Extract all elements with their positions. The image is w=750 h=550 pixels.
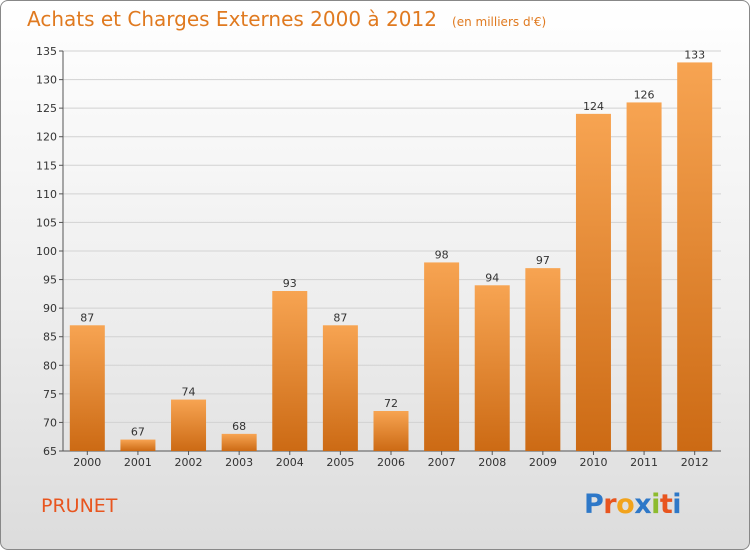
x-tick-label-2008: 2008 — [478, 456, 506, 469]
bar-2007 — [424, 262, 460, 451]
bar-2008 — [474, 285, 510, 451]
y-tick-label: 95 — [43, 274, 57, 287]
y-tick-label: 125 — [36, 102, 57, 115]
place-name: PRUNET — [41, 495, 118, 517]
bar-2011 — [626, 102, 662, 451]
value-label-2008: 94 — [485, 271, 499, 284]
x-tick-label-2000: 2000 — [73, 456, 101, 469]
x-tick-label-2011: 2011 — [630, 456, 658, 469]
bar-2006 — [373, 411, 409, 451]
bar-2004 — [272, 291, 308, 451]
bars — [69, 62, 713, 452]
y-tick-label: 80 — [43, 359, 57, 372]
x-tick-label-2007: 2007 — [428, 456, 456, 469]
bar-2002 — [171, 399, 207, 451]
grid-lines — [63, 50, 721, 452]
value-label-2005: 87 — [333, 311, 347, 324]
value-label-2000: 87 — [80, 311, 94, 324]
y-tick-label: 90 — [43, 302, 57, 315]
proxiti-logo[interactable]: Proxiti — [584, 489, 682, 520]
y-tick-label: 120 — [36, 131, 57, 144]
value-label-2012: 133 — [684, 48, 705, 61]
bar-2005 — [322, 325, 358, 451]
y-tick-label: 105 — [36, 216, 57, 229]
logo-letter: r — [603, 489, 617, 520]
bar-2010 — [575, 113, 611, 451]
y-tick-label: 75 — [43, 388, 57, 401]
logo-letter: i — [672, 489, 682, 520]
y-tick-label: 65 — [43, 445, 57, 458]
logo-letter: x — [634, 489, 652, 520]
y-tick-label: 110 — [36, 188, 57, 201]
y-tick-label: 85 — [43, 331, 57, 344]
bar-2009 — [525, 268, 561, 451]
chart-title: Achats et Charges Externes 2000 à 2012 — [27, 7, 437, 31]
logo-letter: P — [584, 489, 604, 520]
bar-2000 — [69, 325, 105, 451]
x-tick-label-2003: 2003 — [225, 456, 253, 469]
logo-letter: i — [651, 489, 660, 520]
bar-2012 — [677, 62, 713, 452]
value-label-2007: 98 — [435, 248, 449, 261]
value-label-2002: 74 — [182, 386, 196, 399]
value-label-2009: 97 — [536, 254, 550, 267]
x-tick-label-2001: 2001 — [124, 456, 152, 469]
logo-letter: t — [659, 489, 673, 520]
value-label-2003: 68 — [232, 420, 246, 433]
x-tick-label-2012: 2012 — [681, 456, 709, 469]
y-axis: 65 70 75 80 85 90 95 100 105 110 115 120 125 130 135 — [36, 45, 64, 458]
bar-2003 — [221, 433, 257, 451]
y-tick-label: 135 — [36, 45, 57, 58]
value-label-2011: 126 — [634, 88, 655, 101]
logo-letter: o — [616, 489, 635, 520]
bar-2001 — [120, 439, 156, 451]
value-label-2006: 72 — [384, 397, 398, 410]
x-tick-label-2006: 2006 — [377, 456, 405, 469]
chart-subtitle: (en milliers d'€) — [452, 15, 547, 29]
y-tick-label: 130 — [36, 74, 57, 87]
x-tick-label-2010: 2010 — [579, 456, 607, 469]
x-tick-label-2009: 2009 — [529, 456, 557, 469]
value-labels: 87 67 74 68 93 87 72 98 94 97 124 126 133 — [80, 48, 705, 438]
x-axis: 2000 2001 2002 2003 2004 2005 2006 2007 2008 2009… — [63, 450, 721, 469]
y-tick-label: 115 — [36, 159, 57, 172]
value-label-2004: 93 — [283, 277, 297, 290]
x-tick-label-2005: 2005 — [326, 456, 354, 469]
y-tick-label: 100 — [36, 245, 57, 258]
value-label-2001: 67 — [131, 426, 145, 439]
value-label-2010: 124 — [583, 100, 604, 113]
x-tick-label-2004: 2004 — [276, 456, 304, 469]
x-tick-label-2002: 2002 — [175, 456, 203, 469]
title-block: Achats et Charges Externes 2000 à 2012 (… — [27, 7, 546, 31]
y-tick-label: 70 — [43, 416, 57, 429]
